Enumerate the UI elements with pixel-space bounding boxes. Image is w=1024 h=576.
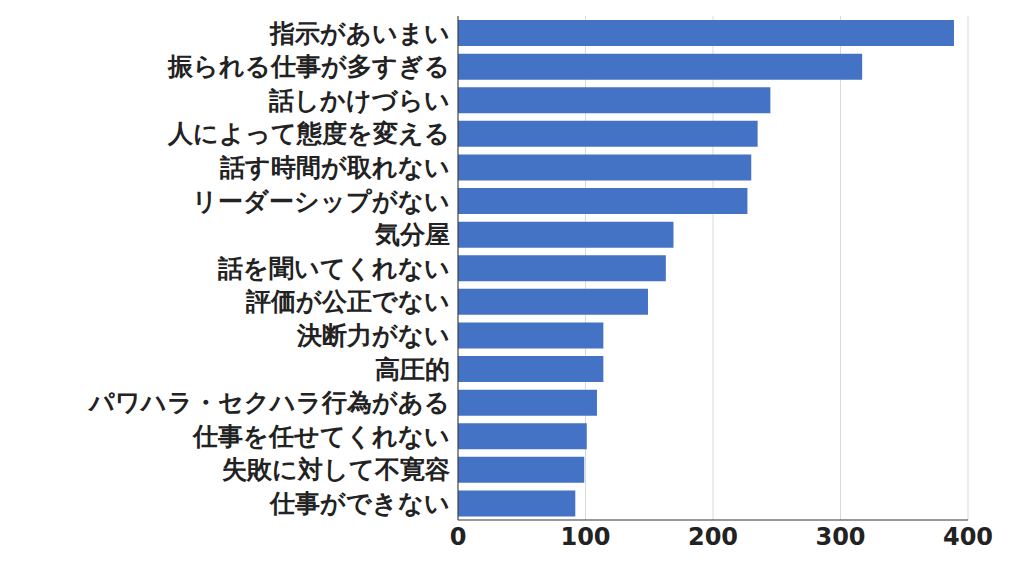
svg-text:仕事を任せてくれない: 仕事を任せてくれない (192, 422, 450, 451)
svg-text:評価が公正でない: 評価が公正でない (245, 287, 450, 316)
svg-text:話しかけづらい: 話しかけづらい (268, 86, 450, 115)
svg-text:失敗に対して不寛容: 失敗に対して不寛容 (222, 455, 450, 484)
svg-text:リーダーシップがない: リーダーシップがない (192, 187, 450, 216)
svg-text:300: 300 (815, 523, 865, 551)
svg-text:話を聞いてくれない: 話を聞いてくれない (217, 254, 450, 283)
svg-text:0: 0 (450, 523, 467, 551)
svg-text:高圧的: 高圧的 (375, 355, 450, 384)
svg-text:400: 400 (943, 523, 993, 551)
svg-text:200: 200 (688, 523, 738, 551)
svg-text:パワハラ・セクハラ行為がある: パワハラ・セクハラ行為がある (87, 388, 450, 417)
svg-text:話す時間が取れない: 話す時間が取れない (219, 153, 450, 182)
svg-text:決断力がない: 決断力がない (296, 321, 450, 350)
svg-text:人によって態度を変える: 人によって態度を変える (167, 119, 450, 148)
svg-text:気分屋: 気分屋 (374, 220, 450, 249)
svg-text:振られる仕事が多すぎる: 振られる仕事が多すぎる (167, 52, 450, 81)
svg-text:仕事ができない: 仕事ができない (269, 489, 450, 518)
svg-text:100: 100 (560, 523, 610, 551)
svg-text:指示があいまい: 指示があいまい (269, 19, 450, 48)
